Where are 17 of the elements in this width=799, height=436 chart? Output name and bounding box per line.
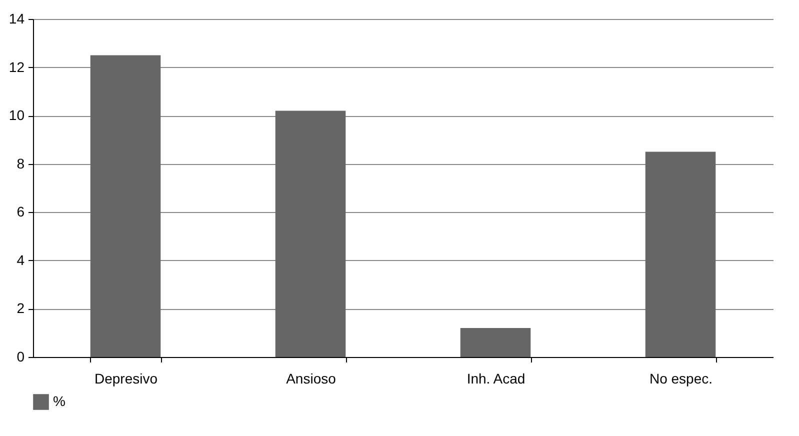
y-tick-label: 8 xyxy=(16,155,25,172)
y-tick-label: 10 xyxy=(8,107,25,124)
bar xyxy=(460,328,531,357)
x-tick-label: Inh. Acad xyxy=(466,370,526,386)
x-tick-label: Ansioso xyxy=(286,370,336,386)
legend-label: % xyxy=(53,393,66,409)
y-tick-label: 12 xyxy=(8,58,25,75)
y-tick-label: 6 xyxy=(16,204,25,220)
bar xyxy=(90,55,161,357)
x-tick-label: Depresivo xyxy=(94,370,158,386)
y-tick-label: 4 xyxy=(16,252,25,268)
y-tick-label: 14 xyxy=(8,10,25,26)
bar xyxy=(275,110,346,357)
y-tick-label: 0 xyxy=(16,348,25,364)
bar xyxy=(645,152,716,357)
x-tick-label: No espec. xyxy=(649,370,713,386)
y-tick-label: 2 xyxy=(16,300,25,316)
